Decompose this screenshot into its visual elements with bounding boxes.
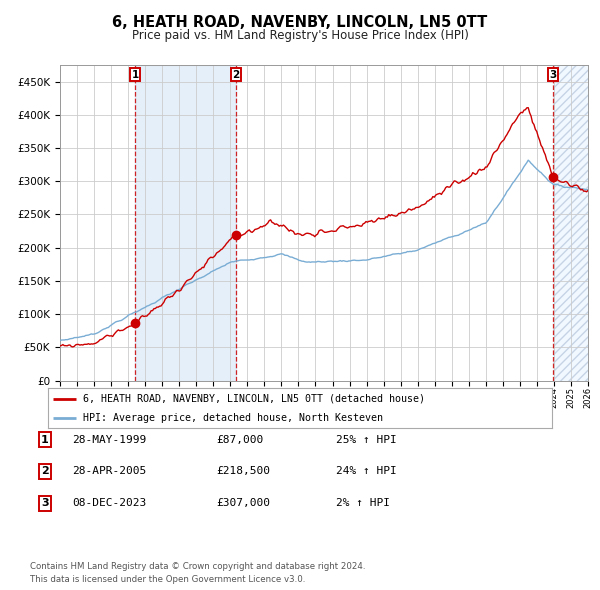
Text: 2: 2 (232, 70, 239, 80)
Text: 2: 2 (41, 467, 49, 476)
Text: 25% ↑ HPI: 25% ↑ HPI (336, 435, 397, 444)
Text: 28-APR-2005: 28-APR-2005 (72, 467, 146, 476)
Text: 1: 1 (41, 435, 49, 444)
Text: £307,000: £307,000 (216, 499, 270, 508)
Bar (553, 65, 588, 381)
Text: 6, HEATH ROAD, NAVENBY, LINCOLN, LN5 0TT: 6, HEATH ROAD, NAVENBY, LINCOLN, LN5 0TT (112, 15, 488, 30)
Text: 6, HEATH ROAD, NAVENBY, LINCOLN, LN5 0TT (detached house): 6, HEATH ROAD, NAVENBY, LINCOLN, LN5 0TT… (83, 394, 425, 404)
Bar (135, 65, 236, 381)
Text: HPI: Average price, detached house, North Kesteven: HPI: Average price, detached house, Nort… (83, 413, 383, 422)
Text: 1: 1 (131, 70, 139, 80)
Text: £218,500: £218,500 (216, 467, 270, 476)
Text: 3: 3 (41, 499, 49, 508)
Text: 08-DEC-2023: 08-DEC-2023 (72, 499, 146, 508)
Text: 3: 3 (549, 70, 556, 80)
Text: Contains HM Land Registry data © Crown copyright and database right 2024.: Contains HM Land Registry data © Crown c… (30, 562, 365, 571)
Text: £87,000: £87,000 (216, 435, 263, 444)
Text: 24% ↑ HPI: 24% ↑ HPI (336, 467, 397, 476)
Text: 28-MAY-1999: 28-MAY-1999 (72, 435, 146, 444)
Text: This data is licensed under the Open Government Licence v3.0.: This data is licensed under the Open Gov… (30, 575, 305, 584)
Text: Price paid vs. HM Land Registry's House Price Index (HPI): Price paid vs. HM Land Registry's House … (131, 30, 469, 42)
Bar (553, 65, 588, 381)
Text: 2% ↑ HPI: 2% ↑ HPI (336, 499, 390, 508)
